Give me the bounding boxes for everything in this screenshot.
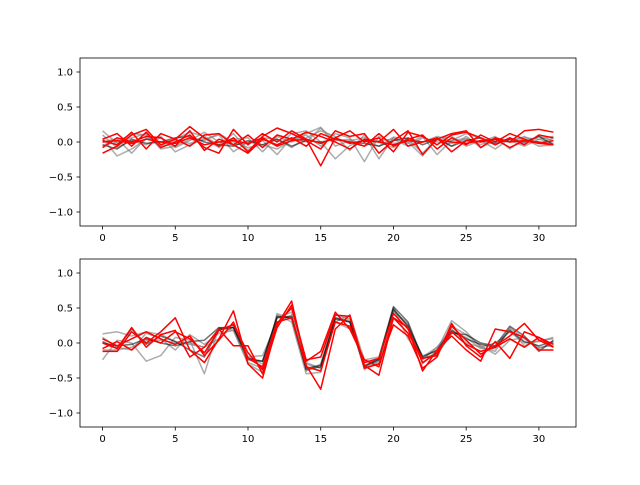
y-tick-label: 0.0 — [57, 339, 73, 350]
y-tick-label: 0.5 — [57, 304, 73, 315]
series-line-10 — [102, 131, 554, 154]
x-tick-label: 15 — [314, 233, 327, 244]
y-tick-label: 1.0 — [57, 269, 73, 280]
y-tick-label: 1.0 — [57, 68, 73, 79]
series-line-6 — [102, 308, 554, 371]
series-group — [101, 300, 554, 390]
x-tick-label: 10 — [242, 434, 255, 445]
x-tick-label: 25 — [460, 434, 473, 445]
bottom-subplot: 0 5 10 15 20 25 30 −1.0 −0.5 0.0 0.5 1.0 — [49, 258, 577, 445]
x-tick-label: 10 — [242, 233, 255, 244]
y-tick-label: −0.5 — [49, 173, 73, 184]
y-tick-label: 0.5 — [57, 103, 73, 114]
series-line-9 — [102, 307, 554, 371]
y-tick-label: −1.0 — [49, 208, 73, 219]
series-line-7 — [102, 300, 554, 390]
series-line-8 — [102, 304, 554, 375]
x-tick-label: 5 — [172, 434, 178, 445]
series-group — [101, 125, 554, 167]
top-subplot: 0 5 10 15 20 25 30 −1.0 −0.5 0.0 0.5 1.0 — [49, 57, 577, 244]
series-line-11 — [102, 137, 554, 147]
x-tick-label: 5 — [172, 233, 178, 244]
y-tick-label: 0.0 — [57, 138, 73, 149]
x-tick-label: 25 — [460, 233, 473, 244]
x-tick-label: 30 — [533, 434, 546, 445]
series-line-10 — [102, 312, 554, 372]
x-tick-label: 30 — [533, 233, 546, 244]
y-tick-label: −1.0 — [49, 409, 73, 420]
x-tick-label: 0 — [99, 434, 105, 445]
x-tick-label: 0 — [99, 233, 105, 244]
x-tick-label: 15 — [314, 434, 327, 445]
x-tick-label: 20 — [387, 434, 400, 445]
x-tick-label: 20 — [387, 233, 400, 244]
y-tick-label: −0.5 — [49, 374, 73, 385]
